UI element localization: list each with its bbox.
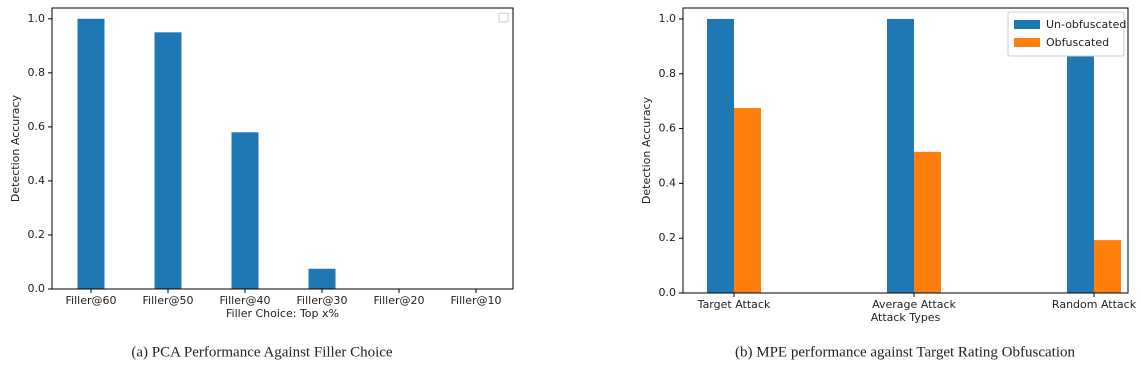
bar bbox=[887, 18, 914, 293]
y-tick-label: 0.6 bbox=[659, 122, 677, 135]
x-tick-label: Average Attack bbox=[872, 298, 956, 311]
bar bbox=[77, 18, 105, 290]
y-tick-label: 0.2 bbox=[28, 228, 46, 241]
x-axis-label: Attack Types bbox=[871, 311, 941, 324]
y-tick-label: 0.6 bbox=[28, 120, 46, 133]
x-tick-label: Random Attack bbox=[1052, 298, 1137, 311]
bar bbox=[707, 18, 734, 293]
y-tick-label: 0.8 bbox=[28, 66, 46, 79]
caption: (b) MPE performance against Target Ratin… bbox=[735, 344, 1075, 360]
y-tick-label: 0.8 bbox=[659, 67, 677, 80]
bar bbox=[231, 132, 259, 289]
x-axis-label: Filler Choice: Top x% bbox=[226, 307, 339, 320]
bar bbox=[914, 151, 941, 293]
y-tick-label: 0.0 bbox=[28, 282, 46, 295]
plot-frame bbox=[51, 7, 514, 290]
bar bbox=[1094, 240, 1121, 293]
y-axis-label: Detection Accuracy bbox=[640, 96, 653, 204]
y-axis-label: Detection Accuracy bbox=[9, 94, 22, 202]
plot-frame bbox=[682, 7, 1129, 294]
x-tick-label: Filler@10 bbox=[451, 294, 502, 307]
legend-swatch bbox=[1014, 20, 1040, 29]
legend-box bbox=[498, 12, 509, 23]
legend-label: Obfuscated bbox=[1046, 36, 1109, 49]
y-tick-label: 0.2 bbox=[659, 231, 677, 244]
bar bbox=[734, 108, 761, 293]
bar bbox=[1067, 18, 1094, 293]
legend-label: Un-obfuscated bbox=[1046, 18, 1126, 31]
y-tick-label: 1.0 bbox=[659, 12, 677, 25]
legend-swatch bbox=[1014, 38, 1040, 47]
x-tick-label: Filler@40 bbox=[220, 294, 271, 307]
bar bbox=[154, 32, 182, 289]
bar bbox=[308, 268, 336, 289]
x-tick-label: Filler@30 bbox=[297, 294, 348, 307]
x-tick-label: Filler@50 bbox=[143, 294, 194, 307]
caption: (a) PCA Performance Against Filler Choic… bbox=[131, 344, 393, 360]
x-tick-label: Filler@60 bbox=[66, 294, 117, 307]
y-tick-label: 1.0 bbox=[28, 12, 46, 25]
x-tick-label: Filler@20 bbox=[374, 294, 425, 307]
y-tick-label: 0.4 bbox=[28, 174, 46, 187]
x-tick-label: Target Attack bbox=[697, 298, 771, 311]
y-tick-label: 0.0 bbox=[659, 286, 677, 299]
y-tick-label: 0.4 bbox=[659, 176, 677, 189]
